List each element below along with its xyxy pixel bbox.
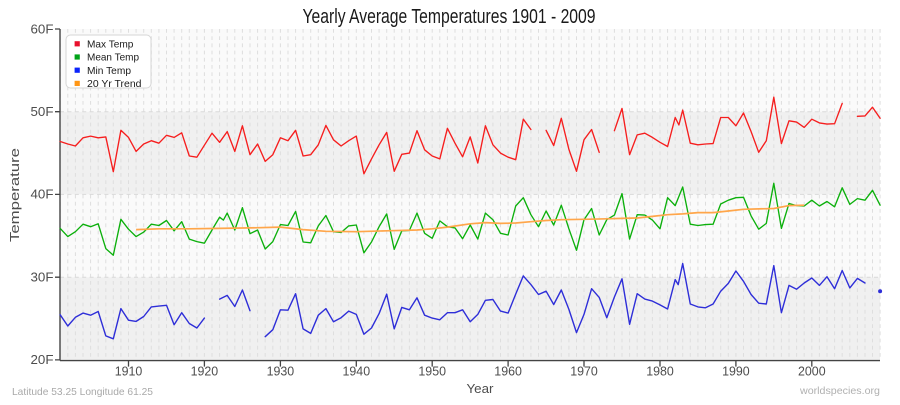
svg-text:20 Yr Trend: 20 Yr Trend [87, 78, 142, 90]
svg-text:Mean Temp: Mean Temp [87, 52, 139, 64]
svg-text:20F: 20F [31, 353, 54, 367]
svg-text:Latitude 53.25 Longitude 61.25: Latitude 53.25 Longitude 61.25 [12, 386, 153, 398]
svg-text:1960: 1960 [494, 365, 522, 379]
svg-text:30F: 30F [31, 271, 54, 285]
svg-text:Yearly Average Temperatures 19: Yearly Average Temperatures 1901 - 2009 [303, 6, 596, 28]
svg-text:1930: 1930 [267, 365, 295, 379]
svg-text:Min Temp: Min Temp [87, 65, 131, 77]
svg-text:Temperature: Temperature [7, 148, 22, 242]
svg-text:50F: 50F [31, 105, 54, 119]
svg-text:1910: 1910 [115, 365, 143, 379]
svg-text:Max Temp: Max Temp [87, 38, 134, 50]
svg-text:2000: 2000 [798, 365, 826, 379]
svg-text:worldspecies.org: worldspecies.org [799, 385, 880, 397]
svg-text:60F: 60F [31, 22, 54, 36]
svg-text:1950: 1950 [418, 365, 446, 379]
svg-text:1970: 1970 [570, 365, 598, 379]
svg-text:1940: 1940 [343, 365, 371, 379]
svg-text:1980: 1980 [646, 365, 674, 379]
svg-text:Year: Year [467, 381, 495, 396]
svg-text:40F: 40F [31, 188, 54, 202]
svg-text:1920: 1920 [191, 365, 219, 379]
svg-text:1990: 1990 [722, 365, 750, 379]
